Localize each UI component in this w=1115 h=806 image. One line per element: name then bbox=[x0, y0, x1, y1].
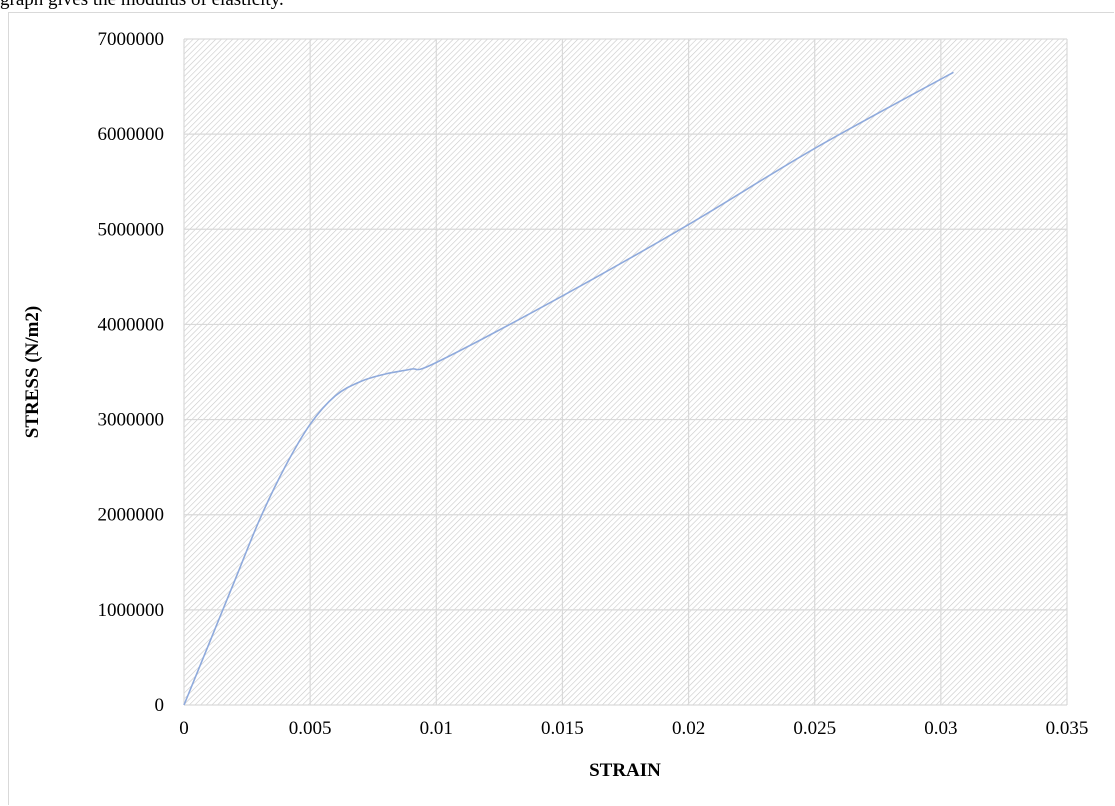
x-tick-label: 0.015 bbox=[541, 718, 584, 739]
data-point bbox=[688, 224, 690, 226]
data-point bbox=[435, 362, 437, 364]
chart-frame bbox=[8, 12, 1114, 805]
data-point bbox=[335, 395, 337, 397]
y-tick-label: 5000000 bbox=[98, 219, 165, 240]
data-point bbox=[360, 381, 362, 383]
data-point bbox=[385, 373, 387, 375]
data-point bbox=[562, 295, 564, 297]
y-tick-label: 6000000 bbox=[98, 124, 165, 145]
x-tick-label: 0.03 bbox=[924, 718, 957, 739]
x-axis-title: STRAIN bbox=[589, 760, 661, 781]
y-axis-title: STRESS (N/m2) bbox=[22, 306, 43, 439]
y-tick-label: 0 bbox=[155, 695, 165, 716]
y-tick-label: 3000000 bbox=[98, 410, 165, 431]
y-tick-label: 4000000 bbox=[98, 314, 165, 335]
x-tick-label: 0.025 bbox=[793, 718, 836, 739]
x-tick-label: 0.005 bbox=[289, 718, 332, 739]
y-tick-label: 2000000 bbox=[98, 505, 165, 526]
data-point bbox=[309, 424, 311, 426]
y-tick-label: 1000000 bbox=[98, 600, 165, 621]
plot-area bbox=[184, 39, 1067, 705]
x-tick-label: 0 bbox=[179, 718, 189, 739]
stress-strain-line bbox=[183, 71, 954, 706]
data-point bbox=[234, 581, 236, 583]
data-point bbox=[953, 72, 955, 74]
y-tick-label: 7000000 bbox=[98, 29, 165, 50]
data-point bbox=[410, 368, 412, 370]
data-point bbox=[259, 519, 261, 521]
x-tick-label: 0.01 bbox=[420, 718, 453, 739]
x-tick-label: 0.035 bbox=[1046, 718, 1089, 739]
data-point bbox=[284, 466, 286, 468]
data-point bbox=[183, 704, 185, 706]
header-text: graph gives the modulus of elasticity. bbox=[0, 0, 284, 11]
x-tick-label: 0.02 bbox=[672, 718, 705, 739]
data-point bbox=[208, 642, 210, 644]
data-point bbox=[814, 148, 816, 150]
